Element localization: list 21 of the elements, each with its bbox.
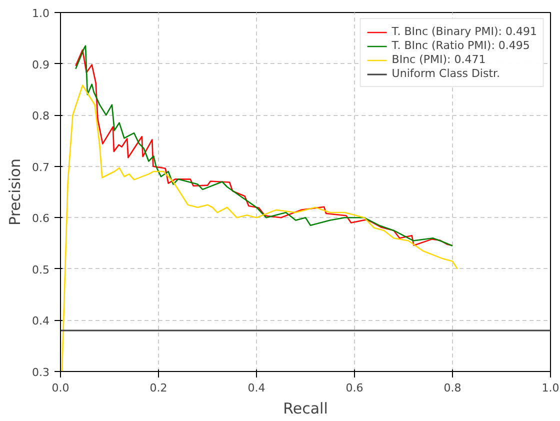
y-tick-label: 0.3 [32, 366, 50, 379]
legend-label: BInc (PMI): 0.471 [392, 53, 486, 66]
y-tick-label: 0.9 [32, 58, 50, 72]
y-axis-title: Precision [6, 158, 24, 226]
y-tick-label: 1.0 [32, 7, 50, 20]
x-tick-label: 1.0 [542, 382, 560, 394]
y-tick-label: 0.7 [32, 160, 50, 174]
y-tick-label: 0.5 [32, 263, 50, 276]
x-tick-label: 0.6 [346, 382, 364, 394]
x-axis-title: Recall [283, 400, 328, 418]
legend-label: Uniform Class Distr. [392, 67, 500, 80]
y-tick-label: 0.8 [32, 110, 50, 123]
y-tick-label: 0.6 [32, 212, 50, 226]
x-tick-label: 0.4 [248, 382, 266, 394]
x-tick-label: 0.0 [52, 382, 70, 394]
y-tick-label: 0.4 [32, 314, 50, 328]
legend-label: T. BInc (Binary PMI): 0.491 [392, 25, 537, 38]
line-series [61, 84, 458, 372]
x-tick-label: 0.2 [150, 382, 168, 394]
legend-label: T. BInc (Ratio PMI): 0.495 [392, 39, 530, 52]
x-tick-label: 0.8 [444, 382, 462, 394]
